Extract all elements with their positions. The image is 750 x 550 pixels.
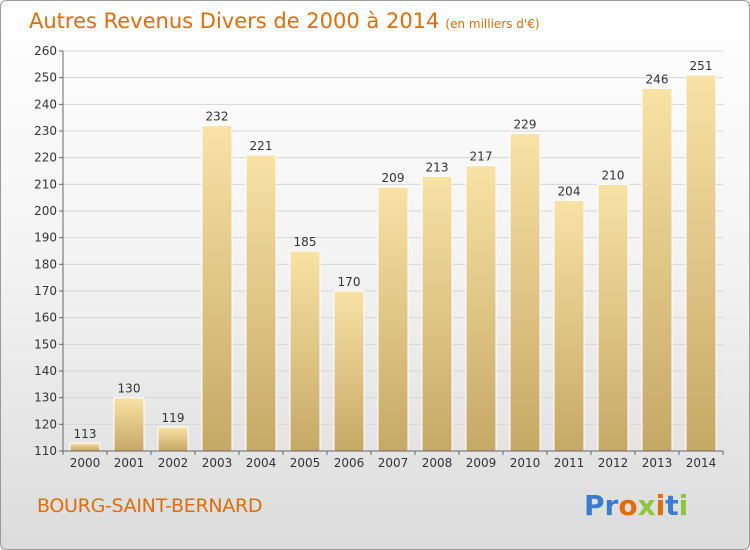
- logo-letter: x: [637, 489, 656, 522]
- data-label: 217: [470, 150, 493, 164]
- bar-layer: [69, 74, 717, 452]
- chart-title-unit: (en milliers d'€): [445, 17, 540, 31]
- logo-letter: o: [618, 489, 638, 522]
- y-tick-label: 200: [34, 204, 57, 218]
- data-label: 170: [338, 275, 361, 289]
- axis-layer: 110 120 130 140 150 160 170 180 190 200 210 220 230 2…: [34, 44, 724, 470]
- data-label: 251: [690, 59, 713, 73]
- x-tick-label: 2012: [598, 456, 629, 470]
- bar: [69, 442, 101, 452]
- x-tick-label: 2009: [466, 456, 497, 470]
- x-tick-label: 2002: [158, 456, 189, 470]
- bar: [289, 250, 321, 452]
- x-tick-label: 2007: [378, 456, 409, 470]
- bar: [333, 290, 365, 452]
- y-tick-label: 240: [34, 97, 57, 111]
- x-tick-label: 2006: [334, 456, 365, 470]
- x-tick-label: 2008: [422, 456, 453, 470]
- bar: [685, 74, 717, 452]
- bar: [245, 154, 277, 452]
- chart-title: Autres Revenus Divers de 2000 à 2014 (en …: [29, 9, 540, 33]
- data-label: 246: [646, 72, 669, 86]
- data-label: 185: [294, 235, 317, 249]
- x-tick-label: 2001: [114, 456, 145, 470]
- x-tick-label: 2000: [70, 456, 101, 470]
- data-label: 130: [118, 382, 141, 396]
- y-tick-label: 120: [34, 417, 57, 431]
- proxiti-logo[interactable]: Proxiti: [584, 489, 688, 522]
- bar: [597, 183, 629, 452]
- data-label: 119: [162, 411, 185, 425]
- data-label: 221: [250, 139, 273, 153]
- x-tick-label: 2010: [510, 456, 541, 470]
- data-label: 204: [558, 184, 581, 198]
- logo-letter: i: [678, 489, 689, 522]
- y-tick-label: 220: [34, 151, 57, 165]
- x-tick-label: 2003: [202, 456, 233, 470]
- y-tick-label: 160: [34, 311, 57, 325]
- y-tick-label: 130: [34, 391, 57, 405]
- commune-name: BOURG-SAINT-BERNARD: [37, 495, 263, 517]
- chart-title-main: Autres Revenus Divers de 2000 à 2014: [29, 9, 440, 33]
- bar: [509, 133, 541, 452]
- y-tick-label: 250: [34, 71, 57, 85]
- y-tick-label: 210: [34, 177, 57, 191]
- y-tick-label: 180: [34, 257, 57, 271]
- bar: [553, 199, 585, 452]
- bar: [113, 397, 145, 452]
- x-tick-label: 2005: [290, 456, 321, 470]
- y-tick-label: 170: [34, 284, 57, 298]
- x-tick-label: 2014: [686, 456, 717, 470]
- logo-letter: i: [655, 489, 666, 522]
- bar: [465, 165, 497, 452]
- x-tick-label: 2013: [642, 456, 673, 470]
- y-tick-label: 150: [34, 337, 57, 351]
- data-label: 229: [514, 118, 537, 132]
- bar: [377, 186, 409, 452]
- data-label: 209: [382, 171, 405, 185]
- y-tick-label: 140: [34, 364, 57, 378]
- y-tick-label: 190: [34, 231, 57, 245]
- bar: [641, 87, 673, 452]
- data-label: 213: [426, 160, 449, 174]
- data-label: 210: [602, 168, 625, 182]
- logo-letter: r: [604, 489, 619, 522]
- bar: [421, 175, 453, 452]
- x-tick-label: 2011: [554, 456, 585, 470]
- logo-letter: t: [665, 489, 679, 522]
- data-label: 232: [206, 110, 229, 124]
- logo-letter: P: [584, 489, 605, 522]
- label-layer: 113 130 119 232 221 185 170 209 213 217 229 204 210 2…: [74, 59, 713, 441]
- data-label: 113: [74, 427, 97, 441]
- y-tick-label: 260: [34, 44, 57, 58]
- y-tick-label: 230: [34, 124, 57, 138]
- bar: [201, 125, 233, 452]
- x-tick-label: 2004: [246, 456, 277, 470]
- y-tick-label: 110: [34, 444, 57, 458]
- bar: [157, 426, 189, 452]
